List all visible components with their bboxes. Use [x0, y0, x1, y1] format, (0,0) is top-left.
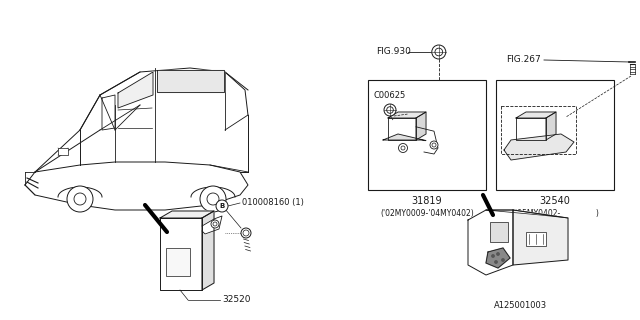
Polygon shape [468, 210, 513, 275]
Bar [368, 80, 486, 190]
Text: B: B [220, 203, 225, 209]
Text: FIG.930: FIG.930 [376, 47, 411, 57]
Polygon shape [504, 134, 574, 160]
Circle shape [435, 48, 443, 56]
Circle shape [213, 222, 217, 226]
Circle shape [432, 45, 446, 59]
Bar [58, 148, 68, 155]
Polygon shape [388, 118, 416, 140]
Circle shape [384, 104, 396, 116]
Circle shape [401, 146, 405, 150]
Polygon shape [513, 210, 568, 265]
Text: 31819: 31819 [412, 196, 442, 206]
Circle shape [211, 220, 219, 228]
Circle shape [495, 261, 497, 263]
Circle shape [502, 259, 504, 261]
Text: ('02MY0009-'04MY0402): ('02MY0009-'04MY0402) [380, 209, 474, 218]
Circle shape [67, 186, 93, 212]
Text: 010008160 (1): 010008160 (1) [242, 198, 304, 207]
Circle shape [399, 143, 408, 153]
Polygon shape [546, 112, 556, 140]
Polygon shape [486, 210, 568, 218]
Polygon shape [516, 112, 556, 118]
Circle shape [432, 143, 436, 147]
Polygon shape [202, 216, 222, 234]
Text: 32520: 32520 [222, 295, 250, 305]
Circle shape [216, 200, 228, 212]
Bar [166, 248, 190, 276]
Text: C00625: C00625 [373, 92, 405, 100]
Polygon shape [416, 112, 426, 140]
Circle shape [387, 107, 394, 113]
Circle shape [74, 193, 86, 205]
Bar [490, 222, 508, 242]
Polygon shape [388, 112, 426, 118]
Text: FIG.267: FIG.267 [506, 55, 541, 65]
Circle shape [497, 253, 499, 255]
Text: ('05MY0402-               ): ('05MY0402- ) [511, 209, 598, 218]
Circle shape [430, 141, 438, 149]
Bar [496, 80, 614, 190]
Circle shape [243, 230, 249, 236]
Text: 32540: 32540 [540, 196, 570, 206]
Polygon shape [486, 248, 510, 268]
Bar [526, 232, 546, 246]
Polygon shape [383, 134, 426, 140]
Circle shape [492, 255, 494, 257]
Polygon shape [202, 211, 214, 290]
Circle shape [207, 193, 219, 205]
Polygon shape [160, 218, 202, 290]
Circle shape [241, 228, 251, 238]
Polygon shape [516, 118, 546, 140]
Circle shape [200, 186, 226, 212]
Text: A125001003: A125001003 [494, 301, 547, 310]
Polygon shape [118, 72, 153, 108]
Polygon shape [160, 211, 214, 218]
Polygon shape [157, 70, 224, 92]
